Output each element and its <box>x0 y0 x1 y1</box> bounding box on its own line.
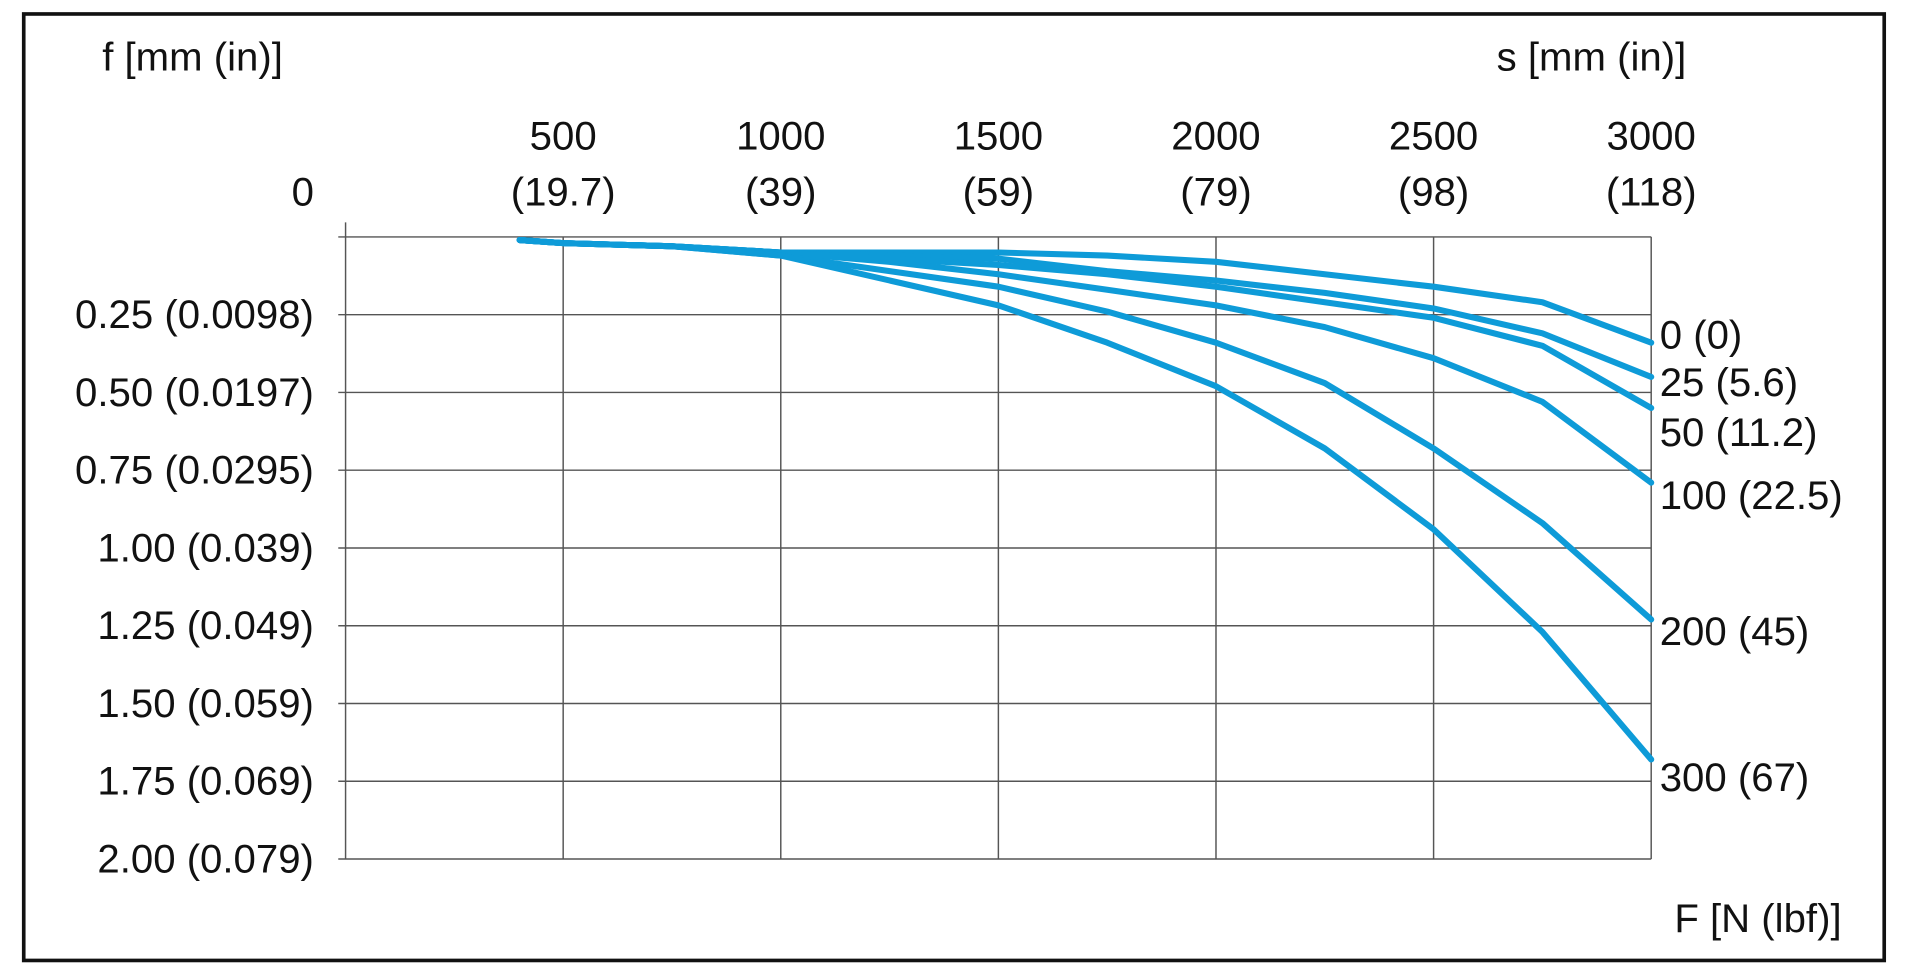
y-tick-label: 0.50 (0.0197) <box>75 369 314 415</box>
y-tick-label: 2.00 (0.079) <box>97 835 314 881</box>
legend-title: F [N (lbf)] <box>1674 895 1842 941</box>
series-label: 200 (45) <box>1659 608 1810 654</box>
series-line <box>516 236 1655 623</box>
x-tick-label: 1000 (39) <box>736 112 826 214</box>
x-axis-title: s [mm (in)] <box>1496 34 1687 79</box>
y-tick-label: 0.75 (0.0295) <box>75 447 314 493</box>
y-tick-label: 1.25 (0.049) <box>97 602 314 648</box>
series-label: 50 (11.2) <box>1659 409 1818 455</box>
y-tick-label: 0 <box>291 168 314 214</box>
series-label: 100 (22.5) <box>1659 472 1843 518</box>
series-line <box>516 236 1655 486</box>
series-line <box>516 236 1655 763</box>
series-label: 25 (5.6) <box>1659 359 1799 405</box>
x-tick-label: 1500 (59) <box>953 112 1044 214</box>
series-label: 300 (67) <box>1659 754 1810 800</box>
x-tick-label: 2500 (98) <box>1388 112 1479 214</box>
y-axis-title: f [mm (in)] <box>102 34 283 79</box>
y-tick-label: 1.50 (0.059) <box>97 680 314 726</box>
y-tick-label: 0.25 (0.0098) <box>75 291 314 337</box>
x-tick-label: 2000 (79) <box>1171 112 1261 214</box>
series-label: 0 (0) <box>1659 312 1743 358</box>
frame <box>21 12 1887 963</box>
y-tick-label: 1.00 (0.039) <box>97 524 314 570</box>
x-tick-label: 3000 (118) <box>1605 112 1697 214</box>
x-tick-label: 500 (19.7) <box>510 112 616 214</box>
y-tick-label: 1.75 (0.069) <box>97 758 314 804</box>
series-line <box>516 236 1655 412</box>
